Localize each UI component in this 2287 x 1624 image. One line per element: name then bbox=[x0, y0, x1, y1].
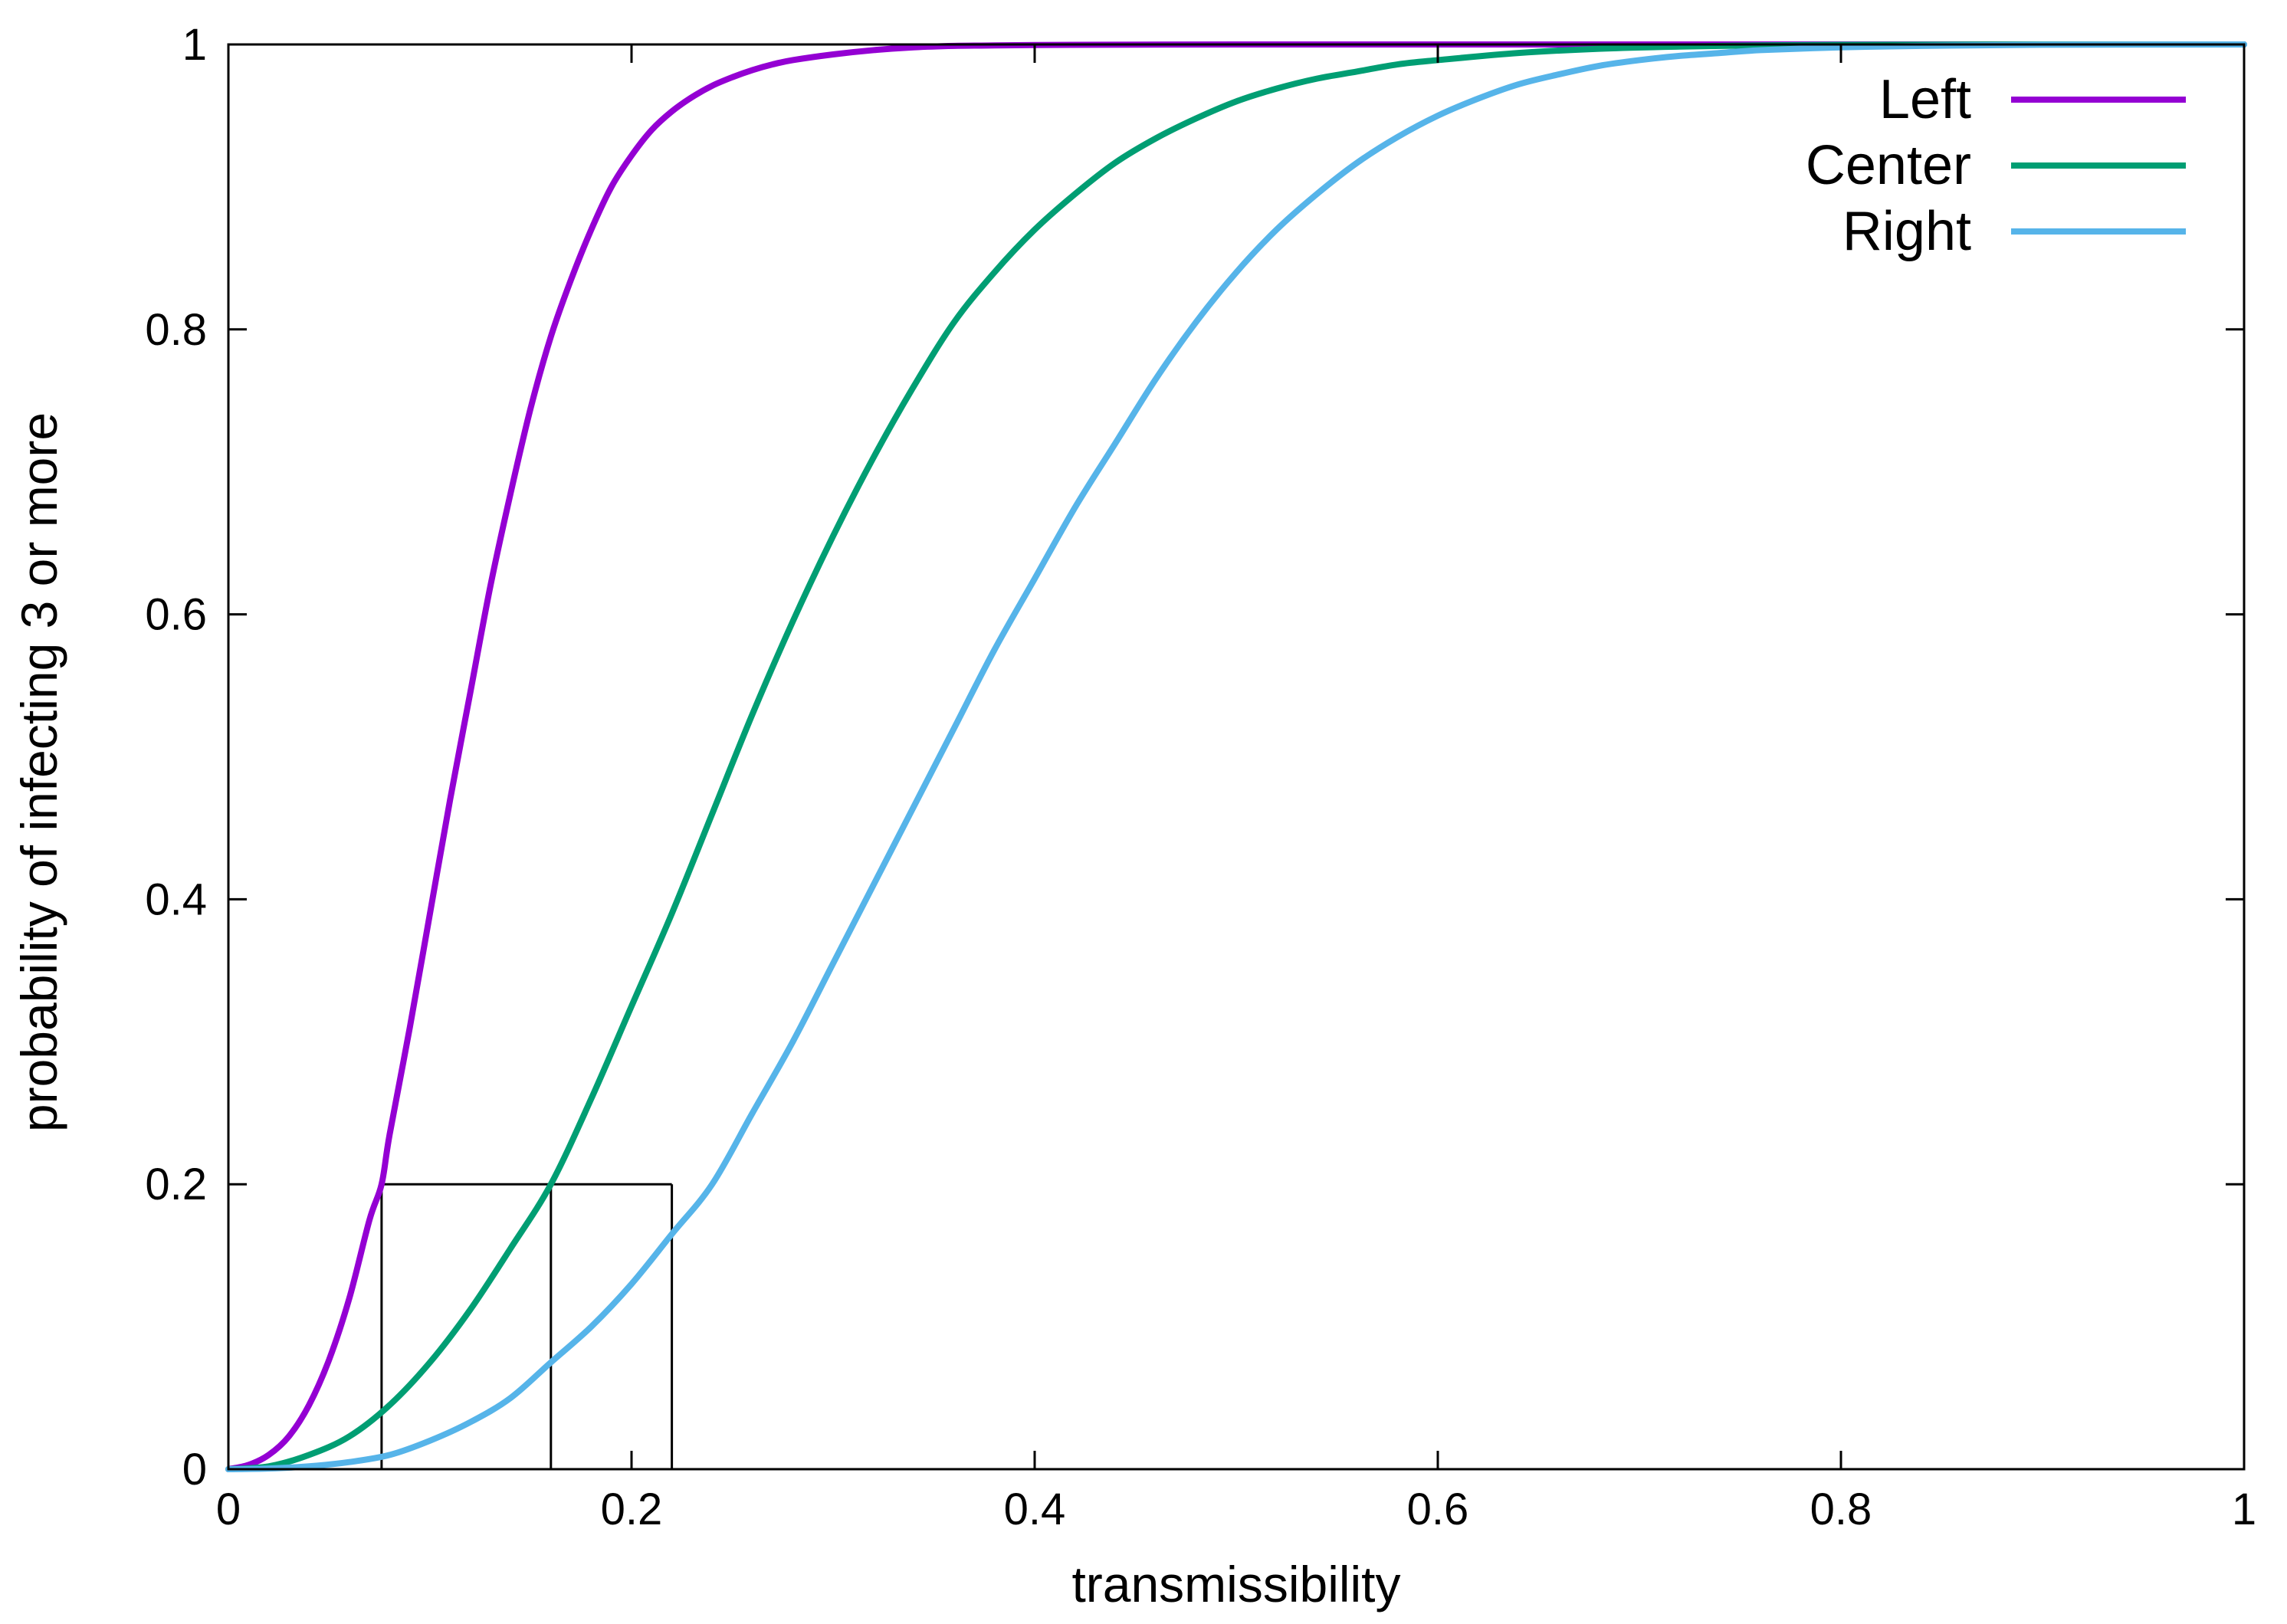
y-tick-label: 1 bbox=[182, 20, 207, 70]
y-tick-label: 0.8 bbox=[145, 305, 207, 355]
y-tick-label: 0.6 bbox=[145, 590, 207, 640]
series-line-right bbox=[225, 41, 2247, 1472]
series-line-center bbox=[225, 41, 2247, 1472]
axes-layer: 0 0.2 0.4 0.6 0.8 1 0 0.2 0.4 0.6 0.8 1 bbox=[145, 20, 2256, 1534]
legend-label-left: Left bbox=[1879, 69, 1971, 130]
plot-border bbox=[227, 43, 2246, 1471]
x-tick-label: 0.6 bbox=[1407, 1485, 1469, 1534]
y-tick-label: 0.4 bbox=[145, 874, 207, 924]
x-tick-label: 0.2 bbox=[601, 1485, 663, 1534]
x-tick-label: 0.8 bbox=[1810, 1485, 1872, 1534]
x-tick-label: 0.4 bbox=[1004, 1485, 1066, 1534]
x-tick-label: 0 bbox=[216, 1485, 241, 1534]
legend-label-right: Right bbox=[1842, 201, 1971, 262]
y-tick-label: 0.2 bbox=[145, 1160, 207, 1209]
x-tick-label: 1 bbox=[2232, 1485, 2256, 1534]
legend-label-center: Center bbox=[1806, 135, 1971, 196]
y-axis-label: probability of infecting 3 or more bbox=[11, 412, 67, 1132]
y-tick-label: 0 bbox=[182, 1445, 207, 1494]
x-axis-label: transmissibility bbox=[1071, 1556, 1400, 1613]
